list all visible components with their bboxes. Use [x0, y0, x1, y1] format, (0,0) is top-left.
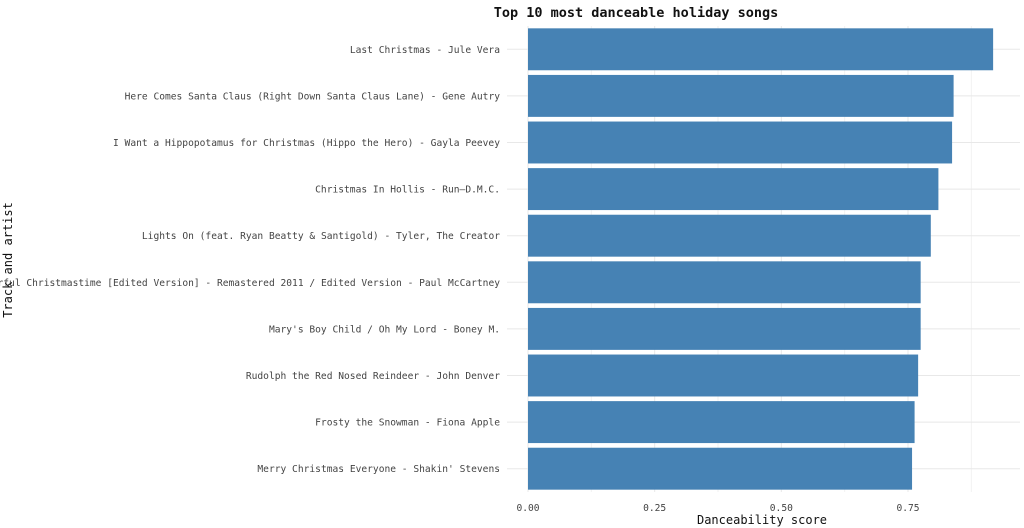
x-tick-label: 0.25 — [643, 503, 666, 514]
y-tick-label: Christmas In Hollis - Run–D.M.C. — [315, 185, 500, 196]
bar — [528, 354, 919, 397]
y-tick-label: Lights On (feat. Ryan Beatty & Santigold… — [142, 231, 500, 242]
y-tick-label: Last Christmas - Jule Vera — [350, 45, 500, 56]
x-tick-labels: 0.00 0.25 0.50 0.75 — [516, 503, 919, 514]
bar — [528, 261, 921, 304]
y-tick-label: Merry Christmas Everyone - Shakin' Steve… — [257, 464, 500, 475]
y-tick-label: Mary's Boy Child / Oh My Lord - Boney M. — [269, 324, 500, 335]
y-tick-labels: Last Christmas - Jule Vera Here Comes San… — [0, 45, 500, 475]
chart-title: Top 10 most danceable holiday songs — [494, 5, 778, 21]
y-tick-label: Here Comes Santa Claus (Right Down Santa… — [125, 91, 501, 102]
bar — [528, 214, 931, 257]
x-tick-label: 0.75 — [896, 503, 919, 514]
y-tick-label: Frosty the Snowman - Fiona Apple — [315, 418, 500, 429]
x-tick-label: 0.50 — [770, 503, 793, 514]
y-tick-label: Rudolph the Red Nosed Reindeer - John De… — [246, 371, 500, 382]
y-tick-label: Wonderful Christmastime [Edited Version]… — [0, 278, 500, 289]
bar — [528, 447, 913, 490]
bar — [528, 28, 994, 71]
y-axis-title: Track and artist — [1, 202, 15, 318]
x-axis-title: Danceability score — [697, 513, 827, 527]
bars-group — [528, 28, 994, 490]
bar — [528, 307, 921, 350]
y-tick-label: I Want a Hippopotamus for Christmas (Hip… — [113, 138, 500, 149]
bar — [528, 168, 939, 211]
bar — [528, 401, 915, 444]
x-tick-label: 0.00 — [516, 503, 539, 514]
bar — [528, 74, 954, 117]
bar — [528, 121, 953, 164]
